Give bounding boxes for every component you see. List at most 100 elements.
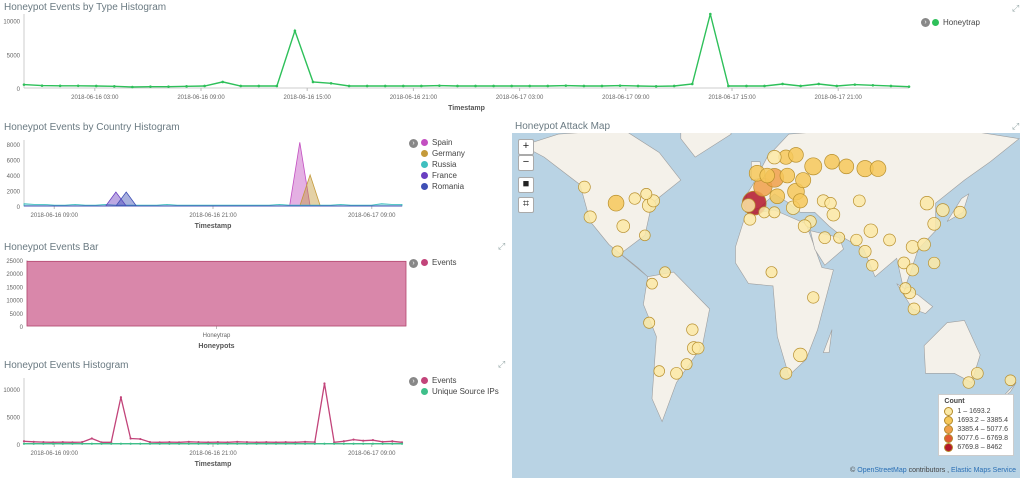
data-point xyxy=(371,442,375,445)
x-tick-label: 2018-06-17 09:00 xyxy=(348,451,396,457)
legend-item[interactable]: Events xyxy=(421,257,456,268)
attack-marker xyxy=(866,259,879,272)
data-point xyxy=(76,84,80,88)
x-axis-title: Honeypots xyxy=(198,343,234,350)
landmass xyxy=(680,133,732,158)
draw-rectangle-button[interactable]: ■ xyxy=(518,177,534,193)
data-point xyxy=(61,442,64,445)
type-histogram-legend: Honeytrap xyxy=(932,17,980,28)
legend-dot-icon xyxy=(421,161,428,168)
y-tick-label: 0 xyxy=(17,87,21,93)
data-point xyxy=(32,442,35,445)
attack-marker xyxy=(807,291,820,304)
y-tick-label: 8000 xyxy=(7,143,21,149)
zoom-out-button[interactable]: − xyxy=(518,155,534,171)
data-point xyxy=(158,442,161,445)
legend-item[interactable]: Spain xyxy=(421,137,465,148)
events-histogram-chart: 10000 5000 0 2018-06-16 09:00 2018-06-16 21:… xyxy=(3,378,404,468)
data-point xyxy=(456,84,459,88)
crop-bounds-button[interactable]: ⌗ xyxy=(518,197,534,213)
attack-marker xyxy=(824,197,837,210)
data-point xyxy=(197,440,200,444)
data-point xyxy=(129,442,132,445)
expand-icon[interactable]: ⤢ xyxy=(498,359,506,369)
x-tick-label: 2018-06-16 15:00 xyxy=(284,95,332,101)
attack-marker xyxy=(818,231,832,244)
legend-toggle-icon[interactable]: › xyxy=(409,259,418,268)
data-point xyxy=(438,84,441,87)
x-tick-label: 2018-06-16 21:00 xyxy=(189,451,237,457)
y-tick-label: 10000 xyxy=(3,20,20,26)
data-point xyxy=(474,84,477,88)
legend-item[interactable]: Honeytrap xyxy=(932,17,980,28)
map-legend-item: 5077.6 – 6769.8 xyxy=(944,434,1008,443)
data-point xyxy=(239,84,243,88)
legend-item[interactable]: Unique Source IPs xyxy=(421,386,499,397)
expand-icon[interactable]: ⤢ xyxy=(1012,121,1020,131)
legend-dot-icon xyxy=(421,183,428,190)
data-point xyxy=(347,84,351,88)
data-point xyxy=(362,442,365,445)
attack-marker xyxy=(686,323,699,336)
legend-dot-icon xyxy=(421,139,428,146)
data-point xyxy=(284,442,287,445)
legend-toggle-icon[interactable]: › xyxy=(409,377,418,386)
landmass xyxy=(822,329,833,353)
attack-map[interactable]: + − ■ ⌗ Count 1 – 1693.2 1693.2 – 3385.4 3… xyxy=(512,133,1020,478)
map-legend-item: 1693.2 – 3385.4 xyxy=(944,416,1008,425)
data-point xyxy=(420,84,423,88)
events-histogram-legend: Events Unique Source IPs xyxy=(421,375,499,397)
legend-item[interactable]: Russia xyxy=(421,159,465,170)
world-map xyxy=(521,133,1020,423)
data-point xyxy=(365,84,369,88)
map-panel-title: Honeypot Attack Map xyxy=(515,121,611,132)
legend-item[interactable]: Events xyxy=(421,375,499,386)
legend-item[interactable]: France xyxy=(421,170,465,181)
data-point xyxy=(207,442,210,445)
attack-marker xyxy=(639,229,651,242)
events-bar-legend: Events xyxy=(421,257,456,268)
attack-marker xyxy=(758,206,771,219)
legend-toggle-icon[interactable]: › xyxy=(921,18,930,27)
attack-marker xyxy=(793,347,808,363)
attack-marker xyxy=(905,240,920,254)
data-point xyxy=(391,440,394,443)
data-point xyxy=(197,442,200,445)
attack-marker xyxy=(797,219,812,233)
data-point xyxy=(763,84,766,88)
data-point xyxy=(381,442,384,445)
data-point xyxy=(61,440,64,444)
osm-link[interactable]: OpenStreetMap xyxy=(857,467,907,474)
data-point xyxy=(745,84,748,88)
data-point xyxy=(362,439,365,442)
data-point xyxy=(129,437,132,440)
type-histogram-chart: 10000 5000 0 2018-06-16 03:00 2018-06-16 09:… xyxy=(3,12,911,112)
data-point xyxy=(781,82,784,86)
zoom-in-button[interactable]: + xyxy=(518,139,534,155)
expand-icon[interactable]: ⤢ xyxy=(498,241,506,251)
area-series-germany xyxy=(24,173,402,207)
data-point xyxy=(113,85,116,88)
attack-marker xyxy=(616,219,631,233)
data-point xyxy=(690,82,694,86)
expand-icon[interactable]: ⤢ xyxy=(1012,3,1020,13)
legend-item[interactable]: Germany xyxy=(421,148,465,159)
attack-marker xyxy=(779,167,796,184)
data-point xyxy=(119,442,123,445)
data-point xyxy=(187,440,190,443)
legend-item[interactable]: Romania xyxy=(421,181,465,192)
data-point xyxy=(275,84,279,88)
data-point xyxy=(110,442,113,445)
data-point xyxy=(22,442,26,445)
ems-link[interactable]: Elastic Maps Service xyxy=(951,467,1016,474)
data-point xyxy=(303,440,307,443)
data-point xyxy=(510,84,513,88)
attack-marker xyxy=(883,233,896,247)
data-point xyxy=(265,440,268,444)
legend-toggle-icon[interactable]: › xyxy=(409,139,418,148)
data-point xyxy=(221,80,224,84)
map-attribution: © OpenStreetMap contributors , Elastic M… xyxy=(850,467,1016,474)
attack-marker xyxy=(858,245,872,258)
data-point xyxy=(294,442,297,445)
data-point xyxy=(245,442,249,445)
